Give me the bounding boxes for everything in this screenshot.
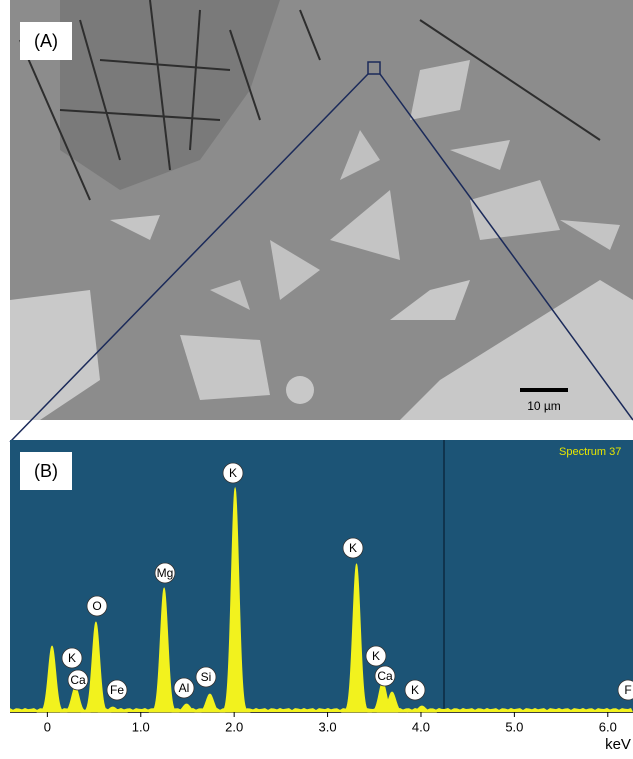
peak-label: Mg: [157, 566, 174, 580]
scale-bar-label: 10 µm: [527, 399, 561, 413]
panel-label: (A): [34, 31, 58, 51]
peak-label: F: [624, 683, 631, 697]
peak-label: Ca: [377, 669, 393, 683]
x-tick-label: 1.0: [132, 719, 150, 734]
peak-label: K: [372, 649, 380, 663]
peak-label: K: [411, 683, 419, 697]
spectrum-background: [10, 440, 633, 712]
x-axis-label: keV: [605, 736, 631, 753]
panel-label: (B): [34, 461, 58, 481]
x-tick-label: 0: [44, 719, 51, 734]
x-tick-label: 6.0: [599, 719, 617, 734]
peak-label: Fe: [110, 683, 124, 697]
peak-label: Al: [179, 681, 190, 695]
peak-label: Ca: [70, 673, 86, 687]
figure: (A) 10 µm (B) Spectrum 37 keV 0 1.0 2.0 3.0…: [0, 0, 633, 754]
spectrum-title: Spectrum 37: [559, 446, 621, 458]
peak-label: O: [92, 599, 101, 613]
peak-label: K: [349, 541, 357, 555]
peak-label: Si: [201, 670, 212, 684]
peak-label: K: [229, 466, 237, 480]
x-tick-label: 4.0: [412, 719, 430, 734]
sem-image: [10, 0, 633, 420]
peak-label: K: [68, 651, 76, 665]
x-tick-label: 2.0: [225, 719, 243, 734]
page: {"panel_a": {"label": "(A)", "scale_bar"…: [0, 0, 633, 759]
x-tick-label: 5.0: [505, 719, 523, 734]
x-tick-label: 3.0: [319, 719, 337, 734]
